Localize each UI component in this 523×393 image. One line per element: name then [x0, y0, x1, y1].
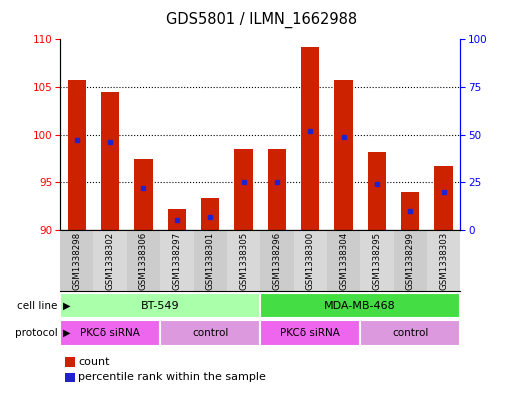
Bar: [268, 149, 286, 230]
Bar: [101, 92, 119, 230]
Text: PKCδ siRNA: PKCδ siRNA: [80, 328, 140, 338]
Text: GSM1338296: GSM1338296: [272, 232, 281, 290]
Text: GSM1338302: GSM1338302: [106, 232, 115, 290]
Text: GSM1338297: GSM1338297: [173, 232, 181, 290]
Bar: [394, 230, 427, 291]
Text: GSM1338301: GSM1338301: [206, 232, 214, 290]
Text: GSM1338303: GSM1338303: [439, 232, 448, 290]
Bar: [327, 230, 360, 291]
Text: control: control: [392, 328, 428, 338]
Bar: [360, 320, 460, 346]
Text: cell line: cell line: [17, 301, 58, 310]
Text: count: count: [78, 356, 110, 367]
Bar: [201, 198, 219, 230]
Bar: [60, 293, 260, 318]
Text: GSM1338295: GSM1338295: [372, 232, 381, 290]
Bar: [260, 293, 460, 318]
Text: protocol: protocol: [15, 328, 58, 338]
Bar: [168, 209, 186, 230]
Bar: [301, 47, 320, 230]
Bar: [60, 230, 94, 291]
Bar: [234, 149, 253, 230]
Text: percentile rank within the sample: percentile rank within the sample: [78, 372, 266, 382]
Bar: [227, 230, 260, 291]
Bar: [293, 230, 327, 291]
Text: ▶: ▶: [63, 301, 70, 310]
Text: control: control: [192, 328, 229, 338]
Text: GSM1338306: GSM1338306: [139, 232, 148, 290]
Bar: [360, 230, 393, 291]
Bar: [60, 320, 160, 346]
Bar: [435, 166, 453, 230]
Bar: [134, 160, 153, 230]
Text: GSM1338300: GSM1338300: [306, 232, 315, 290]
Text: GSM1338298: GSM1338298: [72, 232, 81, 290]
Text: GSM1338304: GSM1338304: [339, 232, 348, 290]
Bar: [67, 80, 86, 230]
Bar: [94, 230, 127, 291]
Text: PKCδ siRNA: PKCδ siRNA: [280, 328, 340, 338]
Bar: [160, 320, 260, 346]
Text: GDS5801 / ILMN_1662988: GDS5801 / ILMN_1662988: [166, 12, 357, 28]
Text: GSM1338305: GSM1338305: [239, 232, 248, 290]
Bar: [194, 230, 227, 291]
Text: BT-549: BT-549: [141, 301, 179, 310]
Text: MDA-MB-468: MDA-MB-468: [324, 301, 396, 310]
Bar: [260, 320, 360, 346]
Bar: [260, 230, 293, 291]
Bar: [334, 80, 353, 230]
Text: ▶: ▶: [63, 328, 70, 338]
Bar: [160, 230, 194, 291]
Bar: [427, 230, 460, 291]
Bar: [368, 152, 386, 230]
Bar: [401, 192, 419, 230]
Text: GSM1338299: GSM1338299: [406, 232, 415, 290]
Bar: [127, 230, 160, 291]
